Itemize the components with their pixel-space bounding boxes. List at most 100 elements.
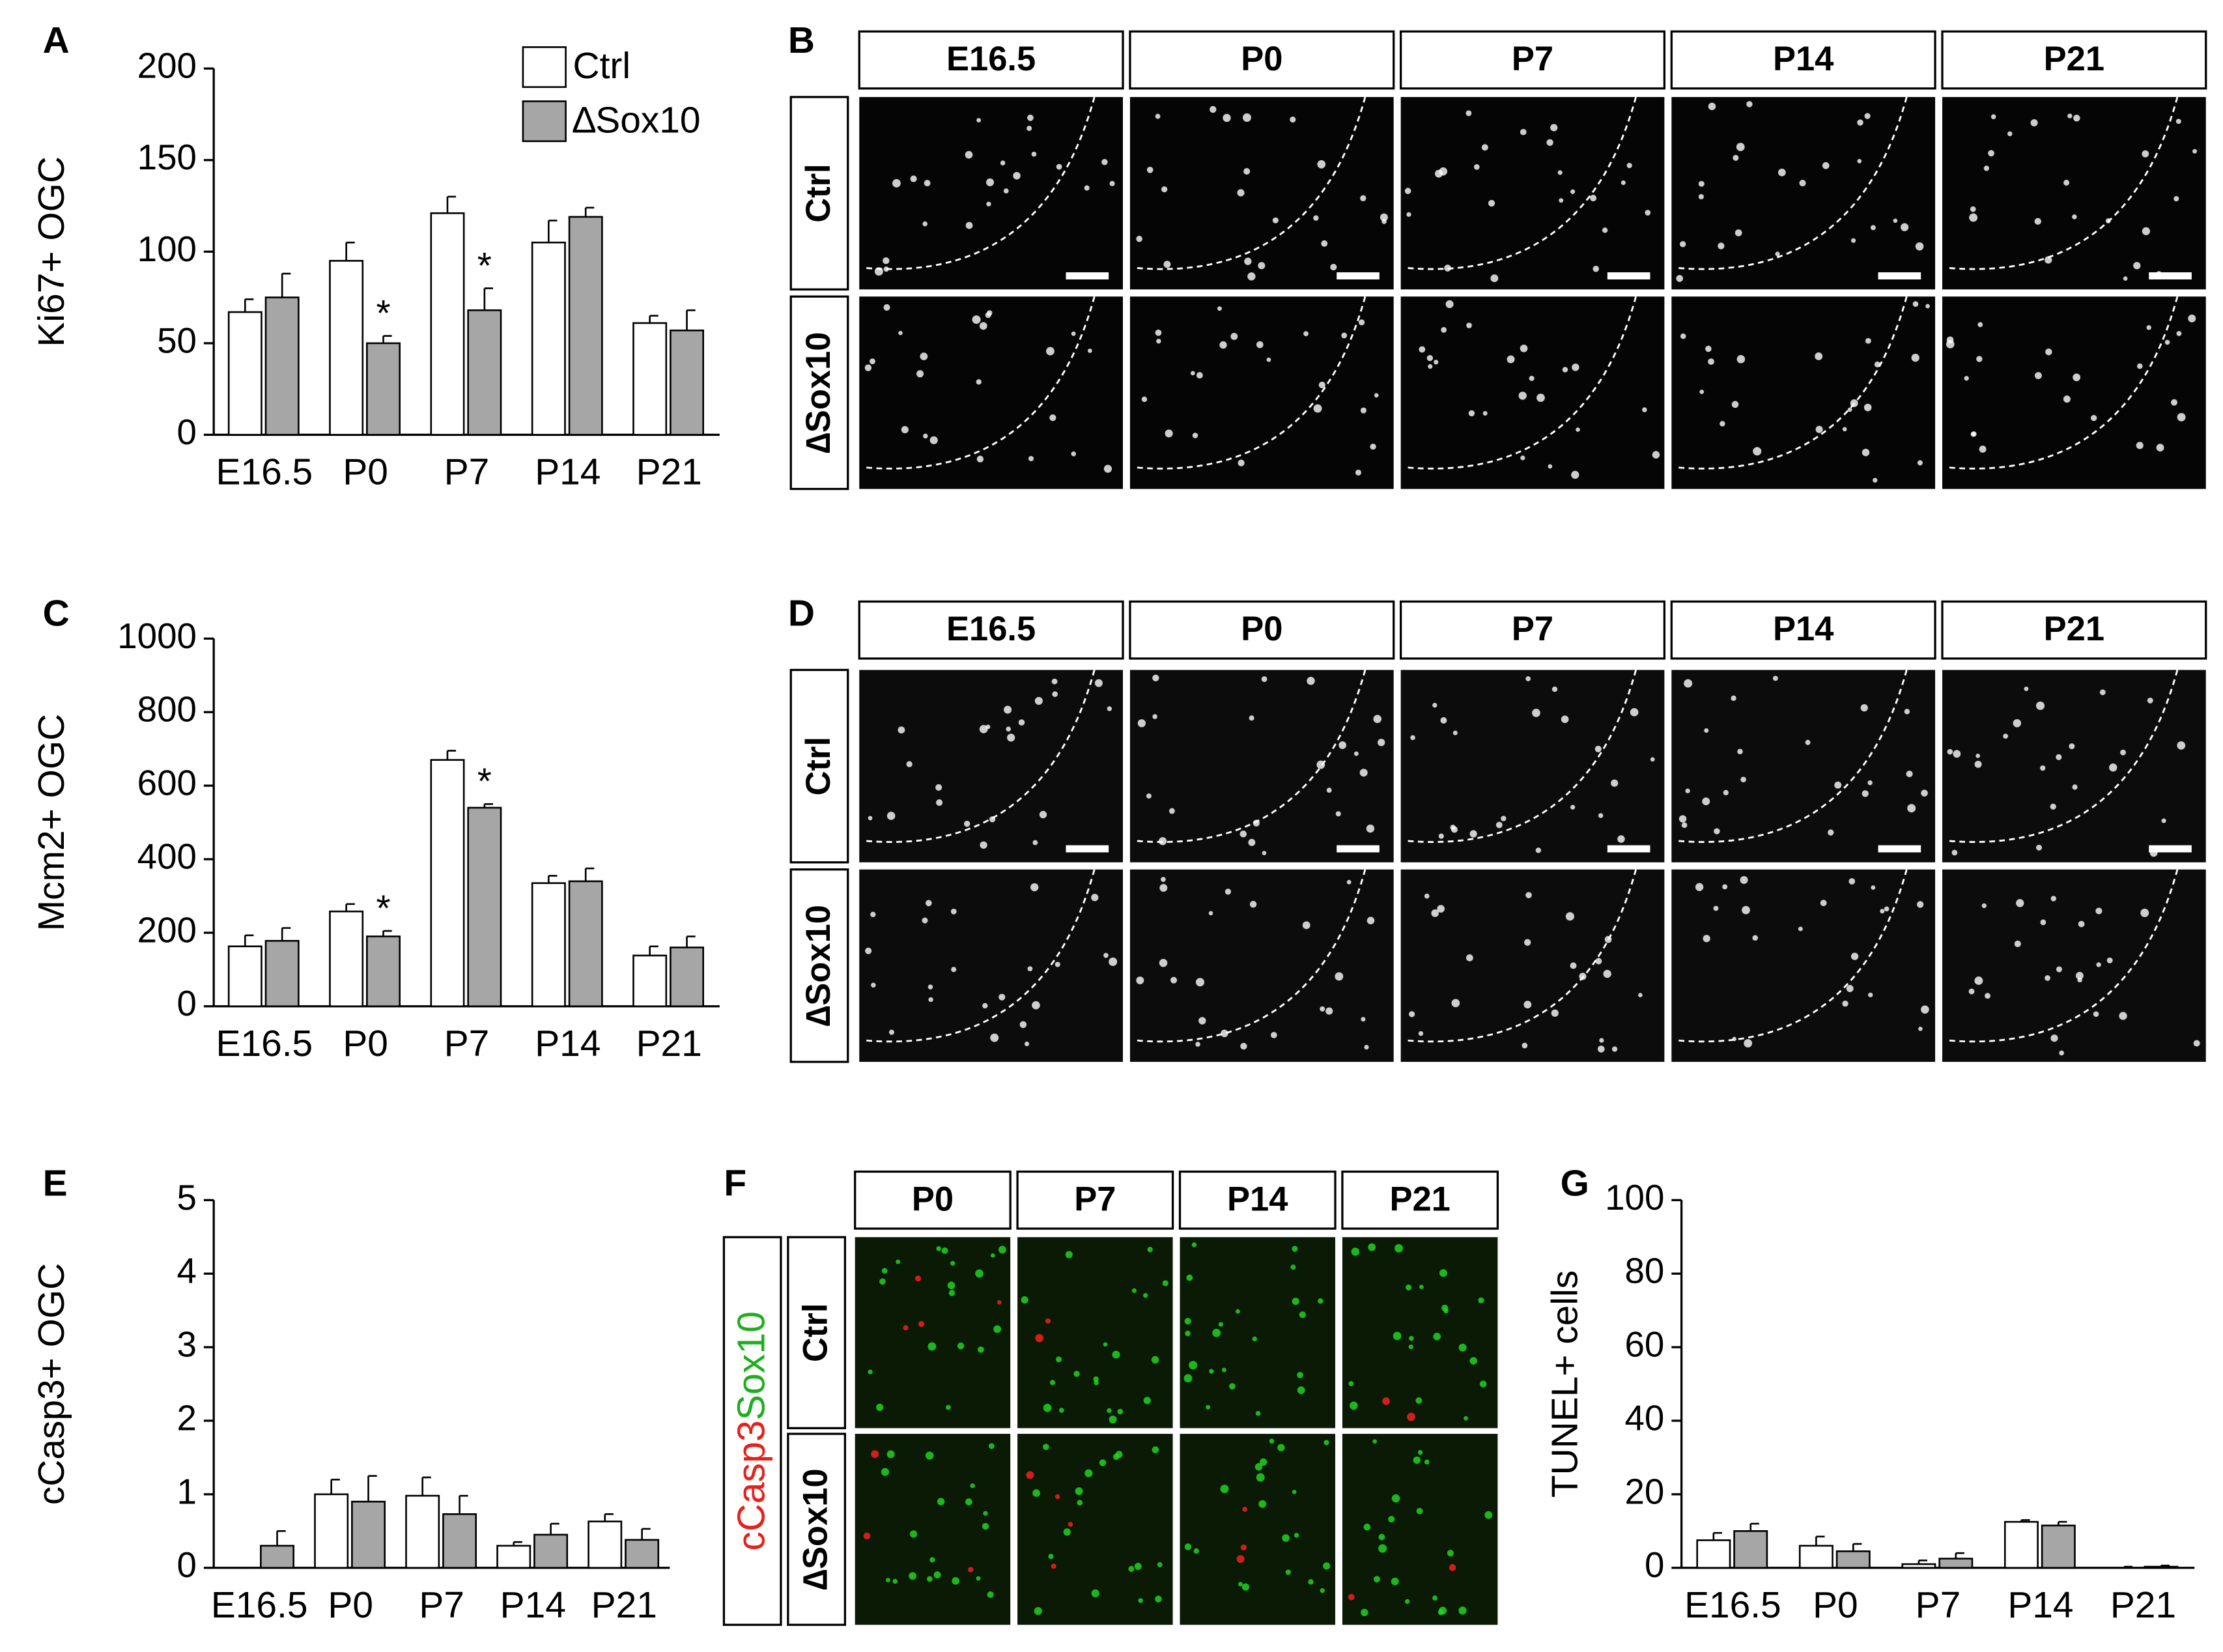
cell <box>1027 126 1032 132</box>
cell <box>1718 242 1725 249</box>
cell <box>1186 1274 1193 1281</box>
cell <box>998 993 1006 1001</box>
cell <box>987 1591 994 1599</box>
cell <box>1862 790 1869 797</box>
stain-label: cCasp3Sox10 <box>729 1311 772 1551</box>
cell <box>1953 750 1961 758</box>
cell <box>1466 322 1472 328</box>
cell <box>1055 961 1060 967</box>
cell <box>1746 101 1753 107</box>
micrograph <box>1671 296 1936 489</box>
cell <box>1570 189 1576 194</box>
cell <box>1650 757 1655 762</box>
y-axis-label: TUNEL+ cells <box>1545 1270 1586 1498</box>
cell <box>2193 1040 2200 1047</box>
tissue-border <box>1408 296 1637 470</box>
cell <box>865 947 872 954</box>
tissue-border <box>1678 869 1908 1043</box>
error-bar <box>2057 1520 2067 1526</box>
cell <box>1165 429 1173 438</box>
cell <box>1921 1005 1929 1014</box>
cell <box>1703 935 1710 943</box>
cell <box>926 1576 933 1582</box>
cell <box>2007 131 2013 137</box>
cell <box>1350 1401 1358 1410</box>
micrograph <box>1180 1237 1335 1429</box>
bar <box>329 260 364 436</box>
y-tick-label: 3 <box>177 1324 196 1365</box>
cell <box>1292 1246 1298 1252</box>
cell <box>1378 1544 1387 1553</box>
cell <box>1071 331 1076 336</box>
cell <box>2003 733 2009 739</box>
cell <box>1970 206 1976 212</box>
cell <box>1912 301 1919 307</box>
cell <box>1951 849 1958 856</box>
cell <box>1680 333 1686 339</box>
error-bar <box>382 335 392 343</box>
cell <box>1330 263 1337 271</box>
panel-label: F <box>724 1163 746 1204</box>
cell <box>1307 677 1315 685</box>
cell <box>1617 835 1625 843</box>
cell <box>929 1557 935 1563</box>
row-header: Ctrl <box>797 1303 835 1362</box>
cell <box>976 118 982 122</box>
scale-bar <box>1607 845 1650 853</box>
cell <box>2030 119 2038 127</box>
micrograph <box>855 1237 1011 1429</box>
cell <box>1828 829 1834 836</box>
cell <box>1884 906 1890 912</box>
y-tick-label: 50 <box>157 320 197 360</box>
cell <box>1685 788 1690 793</box>
y-tick-label: 0 <box>177 983 196 1023</box>
cell <box>997 1300 1002 1305</box>
stain-name: cCasp3 <box>729 1420 772 1550</box>
cell <box>1109 180 1115 186</box>
cell <box>1170 976 1178 984</box>
y-tick-label: 60 <box>1625 1324 1665 1365</box>
cell <box>1221 1367 1226 1373</box>
cell <box>1981 903 1987 909</box>
cell <box>946 1404 951 1410</box>
error-bar <box>483 803 493 808</box>
cell <box>1409 1011 1415 1018</box>
cell <box>2063 179 2070 186</box>
cell <box>2123 276 2128 281</box>
cell <box>976 379 982 385</box>
error-bar <box>244 298 254 313</box>
cell <box>1115 1451 1123 1459</box>
cell <box>1805 739 1811 745</box>
cell <box>1595 958 1602 965</box>
column-header-box <box>854 1170 1012 1230</box>
cell <box>920 352 928 361</box>
cell <box>1320 1006 1325 1012</box>
cell <box>1107 706 1112 711</box>
micrograph <box>1400 869 1665 1062</box>
bar <box>366 935 401 1008</box>
column-header-box <box>1129 600 1395 660</box>
y-tick-label: 0 <box>177 412 196 452</box>
cell <box>923 433 928 439</box>
cell <box>1183 1374 1193 1383</box>
cell <box>1868 992 1873 997</box>
y-tick-label: 4 <box>177 1251 196 1291</box>
cell <box>1863 403 1872 412</box>
cell <box>2059 1050 2064 1056</box>
cell <box>1282 1534 1290 1542</box>
micrograph <box>1400 670 1665 862</box>
y-tick-label: 100 <box>137 229 197 269</box>
bar <box>1798 1545 1834 1569</box>
column-header-box <box>858 30 1124 90</box>
error-bar <box>330 1478 340 1494</box>
error-bar <box>584 867 595 881</box>
error-bar <box>547 875 558 883</box>
bar <box>588 1520 623 1569</box>
cell <box>1237 189 1245 197</box>
cell <box>892 178 901 188</box>
cell <box>1360 195 1366 201</box>
tissue-border <box>1949 670 2179 843</box>
cell <box>1099 1459 1107 1466</box>
tissue-border <box>1408 96 1637 270</box>
cell <box>1708 358 1714 365</box>
